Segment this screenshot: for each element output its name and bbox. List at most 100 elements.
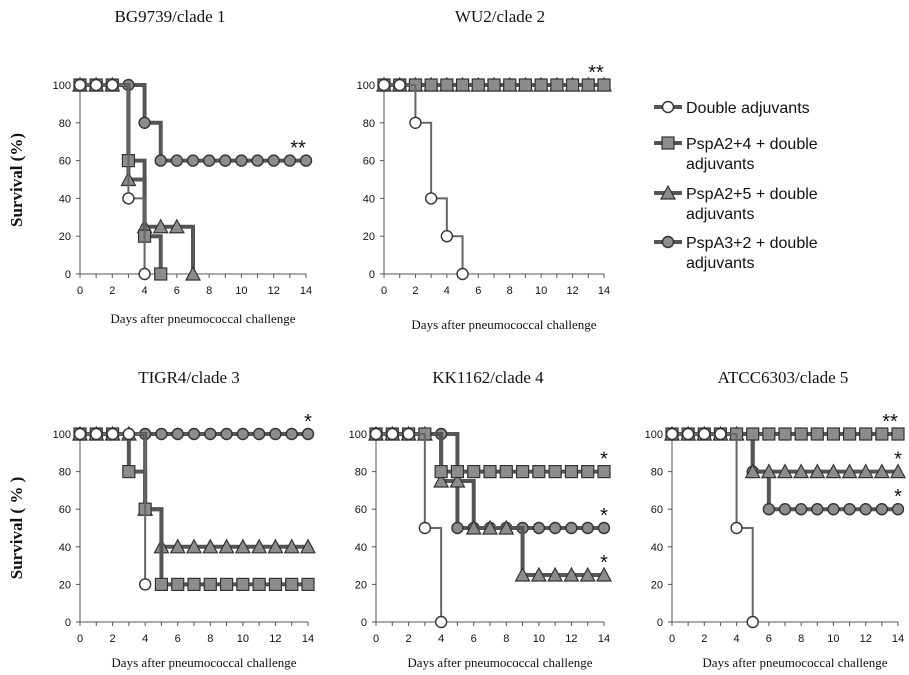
y-tick-label: 20 — [355, 579, 367, 591]
data-point — [859, 427, 873, 441]
data-point — [138, 267, 151, 281]
x-tick-label: 8 — [503, 633, 509, 645]
series-line — [80, 433, 147, 585]
data-point — [794, 503, 808, 516]
significance-marker: * — [894, 449, 902, 471]
data-point — [532, 465, 546, 479]
data-point — [778, 427, 792, 441]
data-point — [202, 538, 219, 554]
series-pspa2-5 — [71, 76, 202, 281]
data-point — [219, 577, 234, 592]
data-point — [169, 538, 186, 554]
data-point — [465, 519, 482, 535]
data-point — [873, 463, 890, 479]
x-tick-label: 0 — [669, 633, 675, 645]
data-point — [440, 229, 454, 243]
data-point — [299, 154, 313, 167]
data-point — [449, 472, 466, 488]
data-point — [778, 503, 792, 516]
y-tick-label: 20 — [59, 579, 71, 591]
data-point — [548, 521, 562, 535]
x-tick-label: 8 — [798, 633, 804, 645]
x-tick-label: 0 — [373, 633, 379, 645]
y-tick-label: 20 — [651, 579, 663, 591]
y-tick-label: 0 — [65, 617, 71, 629]
chart-title: KK1162/clade 4 — [432, 368, 544, 387]
series-line — [80, 83, 163, 274]
x-tick-label: 14 — [598, 285, 610, 297]
data-point — [236, 427, 250, 441]
data-point — [809, 463, 826, 479]
data-point — [186, 154, 200, 167]
data-point — [518, 78, 533, 92]
legend: Double adjuvants PspA2+4 + double adjuvant… — [654, 100, 818, 272]
data-point — [377, 78, 391, 92]
series-line — [376, 432, 604, 530]
x-tick-label: 6 — [471, 633, 477, 645]
chart-panel: WU2/clade 2 0 20 40 60 80 100 0 2 4 6 8 10 12 14 Days a… — [357, 7, 613, 332]
data-point — [565, 521, 578, 535]
series-double-adjuvants — [369, 427, 448, 629]
data-point — [301, 427, 315, 441]
y-tick-label: 100 — [645, 429, 663, 441]
data-point — [138, 116, 151, 130]
data-point — [218, 538, 235, 554]
x-tick-label: 10 — [235, 285, 247, 297]
data-point — [424, 78, 438, 92]
y-tick-label: 40 — [355, 542, 367, 554]
data-point — [548, 465, 562, 479]
data-point — [456, 267, 469, 281]
data-point — [487, 78, 501, 92]
data-point — [746, 615, 759, 629]
y-tick-label: 0 — [361, 617, 367, 629]
x-tick-label: 4 — [142, 285, 148, 297]
data-point — [564, 465, 579, 479]
data-point — [714, 427, 727, 441]
series-pspa3-2 — [73, 78, 313, 167]
x-tick-label: 4 — [142, 633, 148, 645]
x-tick-label: 0 — [77, 285, 83, 297]
legend-marker — [661, 235, 675, 249]
y-tick-label: 80 — [363, 118, 375, 130]
data-point — [393, 78, 406, 92]
data-point — [471, 78, 485, 92]
data-point — [450, 465, 465, 479]
x-tick-label: 14 — [892, 633, 904, 645]
x-tick-label: 6 — [475, 285, 481, 297]
data-point — [730, 521, 743, 535]
series-line — [80, 432, 308, 587]
data-point — [563, 566, 580, 582]
legend-label: adjuvants — [686, 255, 755, 272]
x-tick-label: 12 — [860, 633, 872, 645]
data-point — [204, 427, 217, 441]
data-point — [595, 566, 613, 582]
series-double-adjuvants — [377, 78, 469, 281]
data-point — [299, 538, 317, 554]
y-axis-label: Survival (%) — [7, 133, 26, 227]
data-point — [826, 427, 841, 441]
x-tick-label: 4 — [438, 633, 444, 645]
data-point — [285, 577, 299, 592]
data-point — [236, 577, 250, 592]
data-point — [252, 577, 266, 592]
data-point — [220, 427, 233, 441]
y-tick-label: 80 — [59, 467, 71, 479]
x-tick-label: 2 — [109, 285, 115, 297]
y-tick-label: 40 — [59, 193, 71, 205]
legend-entry: PspA3+2 + double adjuvants — [654, 235, 818, 272]
x-tick-label: 12 — [566, 285, 578, 297]
x-tick-label: 10 — [237, 633, 249, 645]
data-point — [267, 538, 284, 554]
x-tick-label: 0 — [381, 285, 387, 297]
x-tick-label: 8 — [207, 633, 213, 645]
legend-label: PspA2+5 + double — [686, 186, 818, 203]
legend-marker — [661, 100, 675, 114]
data-point — [451, 521, 464, 535]
data-point — [409, 116, 422, 130]
significance-marker: * — [304, 411, 312, 433]
data-point — [581, 465, 595, 479]
data-point — [547, 566, 564, 582]
data-point — [122, 465, 136, 479]
significance-marker: * — [894, 486, 902, 508]
x-tick-label: 14 — [302, 633, 314, 645]
